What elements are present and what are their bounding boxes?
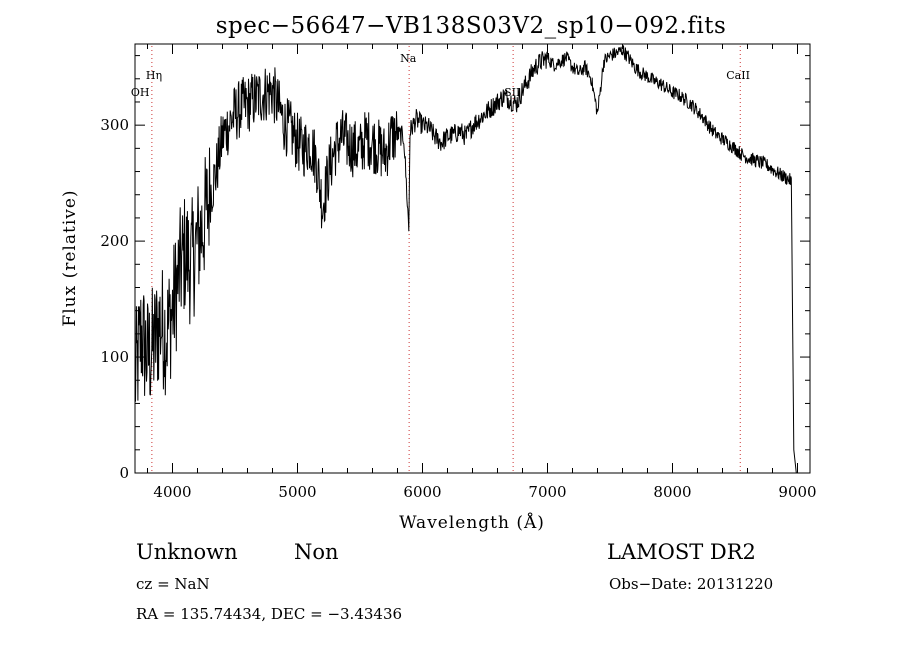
line-marker-label: SII [504, 86, 520, 99]
y-tick-label: 200 [100, 232, 129, 250]
line-marker-label: Hη [146, 69, 162, 82]
x-tick-label: 9000 [778, 483, 816, 501]
y-tick-label: 0 [119, 464, 129, 482]
spectrum-line [134, 45, 797, 474]
redshift-info: cz = NaN [136, 575, 210, 593]
x-tick-label: 6000 [403, 483, 441, 501]
x-tick-label: 7000 [528, 483, 566, 501]
observation-date: Obs−Date: 20131220 [609, 575, 773, 593]
survey-name: LAMOST DR2 [607, 540, 756, 564]
object-subclass: Non [294, 540, 339, 564]
chart-title: spec−56647−VB138S03V2_sp10−092.fits [216, 13, 727, 39]
object-class: Unknown [136, 540, 238, 564]
plot-area: 4000 5000 6000 7000 8000 9000 0 100 200 300 Hη OH Na… [100, 43, 817, 501]
x-tick-label: 8000 [653, 483, 691, 501]
line-marker-label: Na [400, 52, 417, 65]
x-axis-label: Wavelength (Å) [399, 512, 545, 533]
y-axis-label: Flux (relative) [60, 189, 80, 326]
line-marker-label: CaII [726, 69, 750, 82]
x-tick-label: 4000 [153, 483, 191, 501]
coordinates-info: RA = 135.74434, DEC = −3.43436 [136, 605, 402, 623]
x-tick-label: 5000 [278, 483, 316, 501]
line-marker-label: OH [131, 86, 150, 99]
y-tick-label: 100 [100, 348, 129, 366]
y-tick-label: 300 [100, 116, 129, 134]
